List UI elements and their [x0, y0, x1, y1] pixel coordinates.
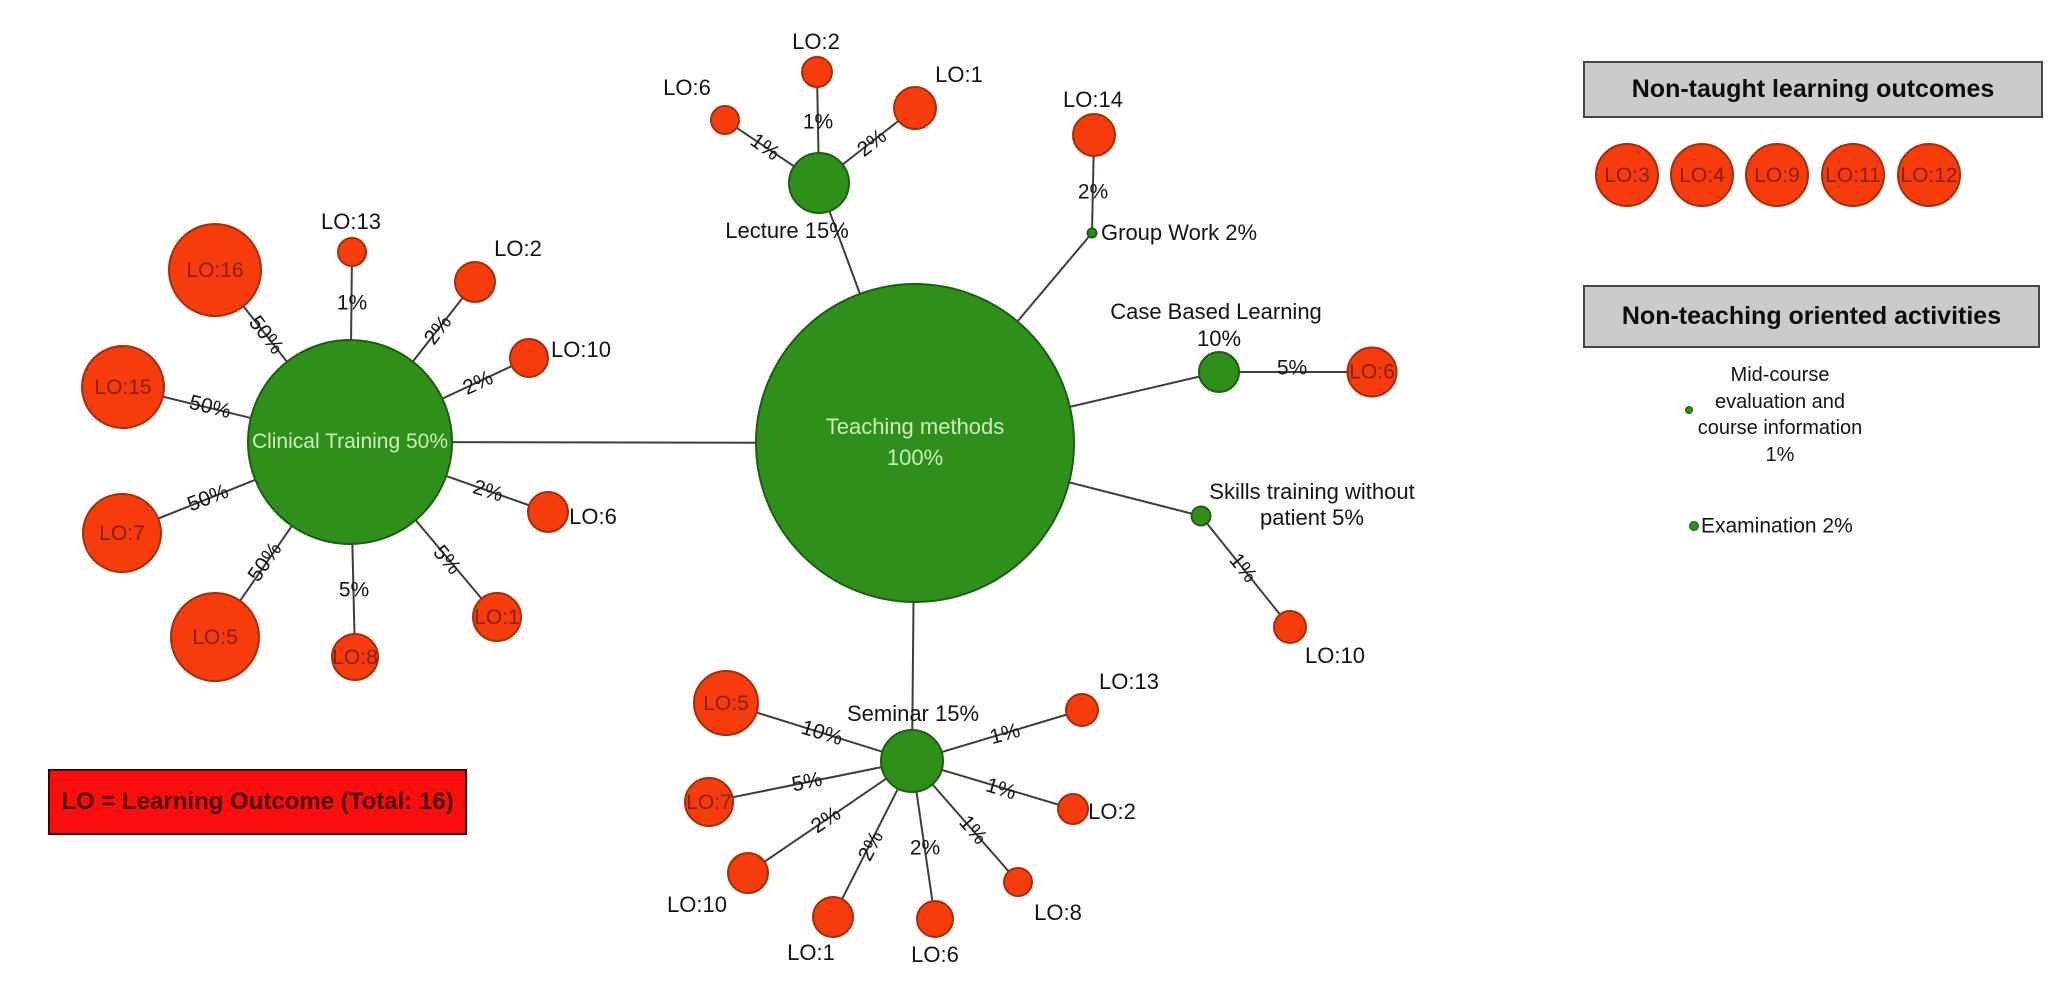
non-taught-lo3-node: LO:3 — [1595, 143, 1659, 207]
midcourse-line3: course information — [1697, 417, 1863, 439]
seminar-lo8-node — [1003, 867, 1033, 897]
lecture-lo2-label: LO:2 — [792, 29, 840, 54]
seminar-lo10-label: LO:10 — [667, 892, 727, 917]
seminar-lo6-pct: 2% — [909, 836, 941, 860]
clinical-lo2-label: LO:2 — [494, 236, 542, 261]
teaching-methods-node: Teaching methods 100% — [755, 283, 1075, 603]
seminar-lo10-node — [727, 852, 769, 894]
non-teaching-header: Non-teaching oriented activities — [1583, 285, 2040, 348]
non-teaching-title: Non-teaching oriented activities — [1621, 302, 2002, 330]
group-work-lo14-node — [1072, 113, 1116, 157]
seminar-lo5-node: LO:5 — [693, 670, 759, 736]
seminar-lo13-node — [1065, 693, 1099, 727]
seminar-lo7-label: LO:7 — [686, 790, 732, 814]
clinical-lo1-node: LO:1 — [472, 592, 522, 642]
seminar-lo5-label: LO:5 — [703, 691, 749, 715]
non-taught-lo4-label: LO:4 — [1679, 163, 1725, 187]
clinical-lo7-label: LO:7 — [99, 521, 145, 545]
midcourse-dot — [1685, 406, 1693, 414]
clinical-lo8-pct: 5% — [338, 578, 370, 602]
seminar-lo8-label: LO:8 — [1034, 900, 1082, 925]
group-work-node — [1086, 227, 1098, 239]
lecture-node — [788, 152, 850, 214]
skills-training-label-line1: Skills training without — [1209, 479, 1415, 504]
skills-training-node — [1190, 505, 1212, 527]
clinical-lo7-node: LO:7 — [82, 493, 162, 573]
skills-training-label-line2: patient 5% — [1260, 505, 1364, 530]
seminar-node — [880, 729, 944, 793]
clinical-lo15-node: LO:15 — [81, 345, 165, 429]
group-work-lo14-pct: 2% — [1077, 180, 1109, 204]
non-taught-header: Non-taught learning outcomes — [1583, 61, 2043, 118]
clinical-lo8-label: LO:8 — [332, 645, 378, 669]
clinical-training-label: Clinical Training 50% — [251, 430, 449, 454]
case-based-lo6-node: LO:6 — [1346, 346, 1398, 398]
seminar-lo6-label: LO:6 — [911, 942, 959, 967]
non-taught-title: Non-taught learning outcomes — [1631, 75, 1995, 103]
seminar-lo2-node — [1057, 793, 1089, 825]
clinical-lo10-label: LO:10 — [551, 337, 611, 362]
non-taught-lo4-node: LO:4 — [1670, 143, 1734, 207]
legend-box: LO = Learning Outcome (Total: 16) — [48, 769, 467, 835]
group-work-lo14-label: LO:14 — [1063, 87, 1123, 112]
clinical-lo13-label: LO:13 — [321, 209, 381, 234]
clinical-lo16-node: LO:16 — [168, 223, 262, 317]
seminar-lo7-node: LO:7 — [684, 777, 734, 827]
group-work-label: Group Work 2% — [1101, 220, 1258, 245]
seminar-lo1-node — [812, 896, 854, 938]
lecture-lo2-node — [801, 56, 833, 88]
midcourse-line1: Mid-course — [1730, 364, 1830, 386]
clinical-lo1-label: LO:1 — [474, 605, 520, 629]
non-taught-lo3-label: LO:3 — [1604, 163, 1650, 187]
skills-lo10-node — [1273, 610, 1307, 644]
clinical-lo15-label: LO:15 — [94, 375, 152, 399]
case-based-learning-pct: 10% — [1196, 326, 1242, 351]
non-taught-lo11-node: LO:11 — [1821, 143, 1885, 207]
clinical-lo5-label: LO:5 — [192, 625, 238, 649]
clinical-training-node: Clinical Training 50% — [247, 339, 453, 545]
clinical-lo6-node — [527, 491, 569, 533]
seminar-lo1-label: LO:1 — [787, 940, 835, 965]
lecture-label: Lecture 15% — [725, 218, 849, 243]
clinical-lo5-node: LO:5 — [170, 592, 260, 682]
case-based-lo6-pct: 5% — [1276, 356, 1308, 380]
lecture-lo6-label: LO:6 — [663, 75, 711, 100]
clinical-lo10-node — [509, 338, 549, 378]
clinical-lo8-node: LO:8 — [331, 633, 379, 681]
lecture-lo1-label: LO:1 — [935, 62, 983, 87]
case-based-lo6-label: LO:6 — [1349, 360, 1395, 384]
seminar-lo6-node — [916, 900, 954, 938]
lecture-lo6-node — [710, 105, 740, 135]
clinical-lo6-label: LO:6 — [569, 504, 617, 529]
non-taught-lo9-label: LO:9 — [1754, 163, 1800, 187]
non-taught-lo12-node: LO:12 — [1897, 143, 1961, 207]
case-based-learning-node — [1198, 351, 1240, 393]
non-taught-lo11-label: LO:11 — [1825, 163, 1881, 187]
examination-dot — [1689, 521, 1699, 531]
midcourse-line4: 1% — [1765, 444, 1795, 466]
seminar-lo2-label: LO:2 — [1088, 799, 1136, 824]
clinical-lo13-pct: 1% — [336, 291, 368, 315]
examination-label: Examination 2% — [1701, 514, 1853, 538]
teaching-methods-label: Teaching methods 100% — [825, 414, 1005, 470]
midcourse-line2: evaluation and — [1714, 391, 1846, 413]
lecture-lo2-pct: 1% — [802, 110, 834, 134]
non-taught-lo12-label: LO:12 — [1900, 163, 1958, 187]
case-based-learning-label: Case Based Learning — [1110, 299, 1322, 324]
seminar-lo13-label: LO:13 — [1099, 669, 1159, 694]
clinical-lo13-node — [337, 237, 367, 267]
skills-lo10-label: LO:10 — [1305, 643, 1365, 668]
clinical-lo2-node — [454, 261, 496, 303]
seminar-label: Seminar 15% — [846, 701, 980, 726]
legend-text: LO = Learning Outcome (Total: 16) — [61, 788, 454, 815]
non-taught-lo9-node: LO:9 — [1745, 143, 1809, 207]
lecture-lo1-node — [893, 86, 937, 130]
clinical-lo16-label: LO:16 — [186, 258, 244, 282]
